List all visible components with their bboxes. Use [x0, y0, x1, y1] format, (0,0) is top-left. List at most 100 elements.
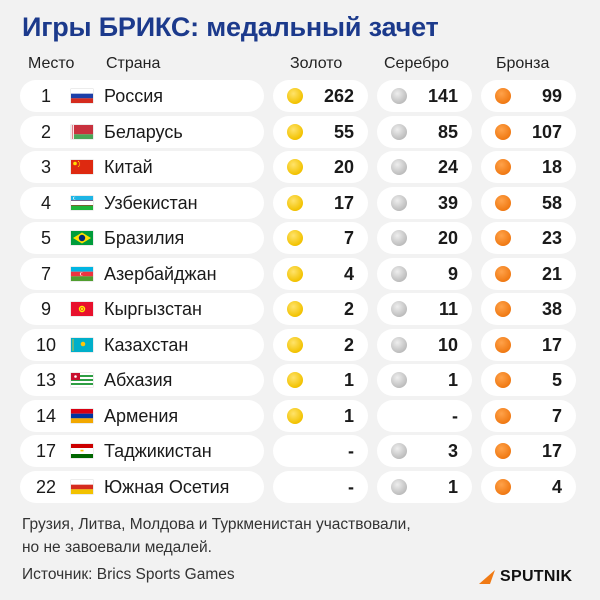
bronze-cell: 17	[481, 435, 576, 467]
source-text: Источник: Brics Sports Games	[22, 566, 235, 583]
silver-cell: -	[377, 399, 472, 432]
gold-count: 4	[343, 263, 354, 284]
gold-cell: 2	[273, 293, 368, 325]
bronze-count: 5	[551, 370, 562, 390]
gold-cell: 20	[273, 151, 368, 183]
belarus-flag-icon	[71, 124, 93, 139]
table-row: 14 Армения 1 - 7	[0, 399, 600, 432]
place-number: 9	[40, 299, 51, 319]
gold-cell: 4	[273, 257, 368, 290]
table-row: 5 Бразилия 7 20 23	[0, 222, 600, 254]
gold-cell: 17	[273, 186, 368, 219]
azerbaijan-flag-icon	[71, 266, 93, 281]
country-name: Кыргызстан	[104, 299, 202, 319]
page-title: Игры БРИКС: медальный зачет	[22, 12, 439, 42]
bronze-count: 23	[541, 228, 562, 248]
row-background	[20, 257, 264, 290]
place-number: 3	[40, 157, 51, 177]
bronze-medal-icon	[495, 159, 511, 175]
bronze-medal-icon	[495, 88, 511, 104]
gold-cell: 2	[273, 328, 368, 361]
gold-count: 1	[343, 370, 354, 390]
silver-count: 85	[437, 121, 458, 142]
row-background	[20, 470, 264, 503]
silver-count: 1	[447, 476, 458, 497]
bronze-count: 38	[541, 299, 562, 319]
header-country: Страна	[106, 55, 161, 72]
note: Грузия, Литва, Молдова и Туркменистан уч…	[22, 513, 411, 559]
bronze-cell: 18	[481, 151, 576, 183]
silver-cell: 85	[377, 115, 472, 148]
note-line-1: Грузия, Литва, Молдова и Туркменистан уч…	[22, 516, 411, 533]
bronze-medal-icon	[495, 230, 511, 246]
place-number: 7	[40, 263, 51, 284]
gold-medal-icon	[287, 88, 303, 104]
silver-cell: 9	[377, 257, 472, 290]
bronze-cell: 21	[481, 257, 576, 290]
sputnik-logo: SPUTNIK	[478, 567, 572, 587]
table-row: 3 Китай 20 24 18	[0, 151, 600, 183]
table-row: 10 Казахстан 2 10 17	[0, 328, 600, 361]
bronze-count: 17	[541, 334, 562, 355]
bronze-count: 18	[541, 157, 562, 177]
gold-count: 7	[343, 228, 354, 248]
silver-cell: 3	[377, 435, 472, 467]
bronze-medal-icon	[495, 194, 511, 211]
place-number: 13	[35, 370, 57, 390]
table-row: 4 Узбекистан 17 39 58	[0, 186, 600, 219]
bronze-cell: 4	[481, 470, 576, 503]
table-row: 9 Кыргызстан 2 11 38	[0, 293, 600, 325]
gold-medal-icon	[287, 301, 303, 317]
silver-medal-icon	[391, 478, 407, 495]
silver-medal-icon	[391, 194, 407, 211]
row-background	[20, 151, 264, 183]
gold-cell: -	[273, 470, 368, 503]
silver-medal-icon	[391, 159, 407, 175]
silver-medal-icon	[391, 301, 407, 317]
bronze-cell: 7	[481, 399, 576, 432]
bronze-cell: 38	[481, 293, 576, 325]
armenia-flag-icon	[71, 408, 93, 423]
row-background	[20, 328, 264, 361]
bronze-cell: 107	[481, 115, 576, 148]
row-background	[20, 364, 264, 396]
country-name: Казахстан	[104, 334, 189, 355]
row-background	[20, 435, 264, 467]
gold-count: 262	[323, 86, 354, 106]
china-flag-icon	[71, 160, 93, 174]
silver-count: 11	[438, 299, 458, 319]
silver-cell: 24	[377, 151, 472, 183]
country-name: Россия	[104, 86, 164, 106]
table-row: 17 Таджикистан - 3 17	[0, 435, 600, 467]
silver-cell: 141	[377, 80, 472, 112]
silver-medal-icon	[391, 443, 407, 459]
place-number: 5	[40, 228, 51, 248]
silver-count: 1	[447, 370, 458, 390]
bronze-medal-icon	[495, 478, 511, 495]
silver-count: 9	[447, 263, 458, 284]
country-name: Азербайджан	[104, 263, 217, 284]
abkhazia-flag-icon	[71, 373, 93, 387]
country-name: Армения	[104, 405, 179, 426]
gold-cell: 7	[273, 222, 368, 254]
gold-count: 55	[333, 121, 354, 142]
gold-count: 2	[343, 334, 354, 355]
row-background	[20, 293, 264, 325]
silver-cell: 1	[377, 364, 472, 396]
bronze-medal-icon	[495, 123, 511, 140]
row-background	[20, 80, 264, 112]
row-background	[20, 222, 264, 254]
place-number: 17	[35, 441, 57, 461]
gold-count: -	[348, 476, 354, 497]
gold-medal-icon	[287, 123, 303, 140]
place-number: 22	[35, 476, 57, 497]
country-name: Беларусь	[104, 121, 183, 142]
tajikistan-flag-icon	[71, 444, 93, 458]
country-name: Южная Осетия	[104, 476, 230, 497]
bronze-count: 99	[541, 86, 562, 106]
bronze-cell: 58	[481, 186, 576, 219]
row-background	[20, 186, 264, 219]
table-row: 1 Россия 262 141 99	[0, 80, 600, 112]
bronze-cell: 23	[481, 222, 576, 254]
header-gold: Золото	[290, 55, 343, 72]
